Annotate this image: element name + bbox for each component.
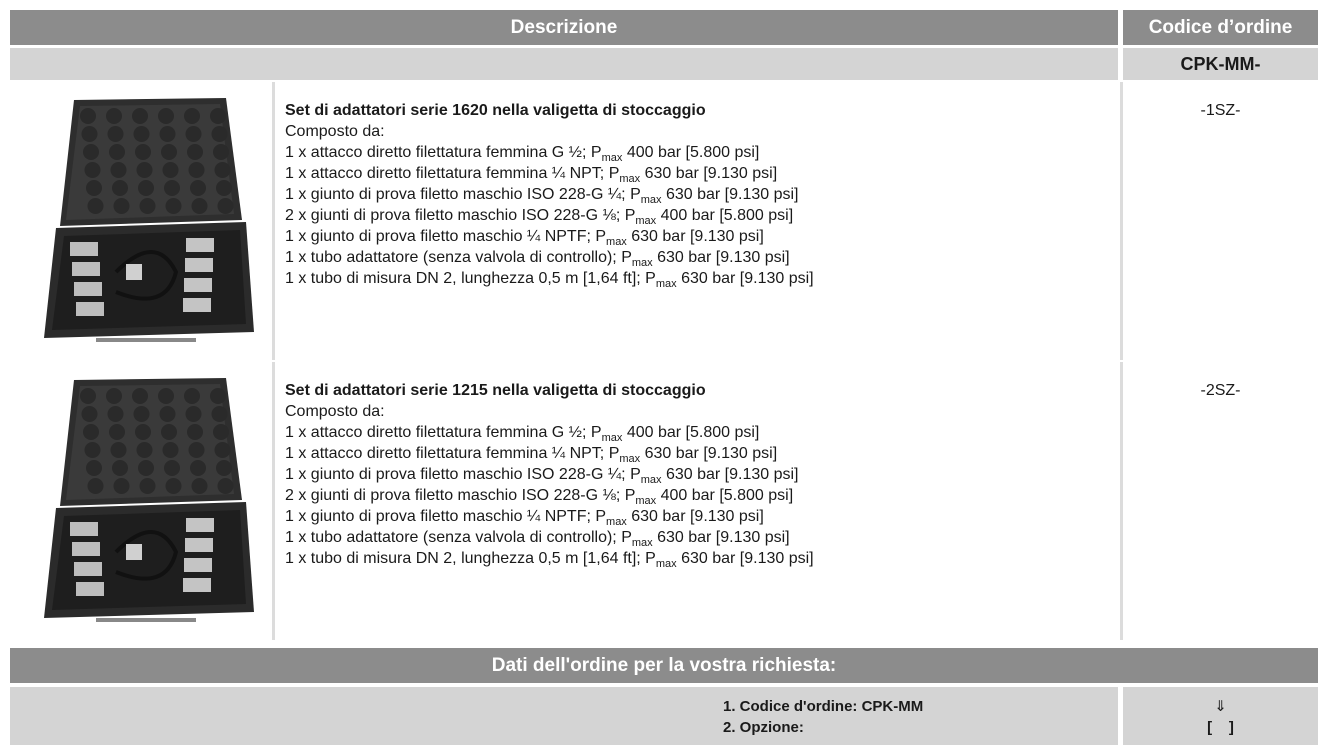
- item: 2 x giunti di prova filetto maschio ISO …: [285, 205, 1115, 226]
- item: 1 x giunto di prova filetto maschio ¼ NP…: [285, 226, 1115, 247]
- header-description: Descrizione: [10, 10, 1118, 45]
- item-rest: 400 bar [5.800 psi]: [656, 207, 793, 224]
- separator: [272, 82, 275, 360]
- item: 1 x giunto di prova filetto maschio ISO …: [285, 464, 1115, 485]
- order-info-left: 1. Codice d'ordine: CPK-MM 2. Opzione:: [10, 687, 1118, 745]
- code-prefix: CPK-MM-: [1123, 48, 1318, 80]
- item-text: 1 x attacco diretto filettatura femmina …: [285, 165, 619, 182]
- image-cell: [36, 372, 256, 627]
- item-text: 1 x tubo di misura DN 2, lunghezza 0,5 m…: [285, 270, 656, 287]
- item: 1 x attacco diretto filettatura femmina …: [285, 443, 1115, 464]
- item-rest: 630 bar [9.130 psi]: [677, 270, 814, 287]
- order-step: 2. Opzione:: [723, 718, 804, 738]
- item-text: 2 x giunti di prova filetto maschio ISO …: [285, 207, 635, 224]
- item-text: 1 x giunto di prova filetto maschio ISO …: [285, 466, 641, 483]
- item-text: 1 x giunto di prova filetto maschio ¼ NP…: [285, 228, 606, 245]
- order-info-right: ⇓ [ ]: [1123, 687, 1318, 745]
- item-rest: 630 bar [9.130 psi]: [627, 228, 764, 245]
- item-text: 1 x attacco diretto filettatura femmina …: [285, 424, 602, 441]
- case-image: [36, 92, 256, 342]
- item-text: 1 x tubo adattatore (senza valvola di co…: [285, 529, 632, 546]
- item-text: 1 x giunto di prova filetto maschio ISO …: [285, 186, 641, 203]
- order-info-title: Dati dell'ordine per la vostra richiesta…: [10, 648, 1318, 683]
- item-rest: 630 bar [9.130 psi]: [640, 165, 777, 182]
- subheader-blank: [10, 48, 1118, 80]
- item: 1 x tubo di misura DN 2, lunghezza 0,5 m…: [285, 268, 1115, 289]
- product-row: Set di adattatori serie 1215 nella valig…: [10, 362, 1318, 640]
- option-box: [ ]: [1123, 718, 1318, 738]
- page: {"header": {"description": "Descrizione"…: [0, 0, 1320, 745]
- item-sub: max: [656, 278, 677, 290]
- order-code: -1SZ-: [1123, 100, 1318, 121]
- item-sub: max: [656, 558, 677, 570]
- intro: Composto da:: [285, 121, 1115, 142]
- item-text: 1 x giunto di prova filetto maschio ¼ NP…: [285, 508, 606, 525]
- item: 1 x tubo adattatore (senza valvola di co…: [285, 247, 1115, 268]
- product-row: Set di adattatori serie 1620 nella valig…: [10, 82, 1318, 360]
- item-rest: 400 bar [5.800 psi]: [622, 144, 759, 161]
- product-title: Set di adattatori serie 1620 nella valig…: [285, 100, 1115, 121]
- item-rest: 630 bar [9.130 psi]: [662, 466, 799, 483]
- item-text: 1 x attacco diretto filettatura femmina …: [285, 144, 602, 161]
- item-rest: 630 bar [9.130 psi]: [627, 508, 764, 525]
- item-rest: 630 bar [9.130 psi]: [653, 249, 790, 266]
- image-cell: [36, 92, 256, 347]
- item-text: 2 x giunti di prova filetto maschio ISO …: [285, 487, 635, 504]
- separator: [1120, 82, 1123, 360]
- arrow: ⇓: [1123, 697, 1318, 717]
- product-title: Set di adattatori serie 1215 nella valig…: [285, 380, 1115, 401]
- item: 1 x attacco diretto filettatura femmina …: [285, 422, 1115, 443]
- item-rest: 400 bar [5.800 psi]: [656, 487, 793, 504]
- item-rest: 630 bar [9.130 psi]: [677, 550, 814, 567]
- order-code: -2SZ-: [1123, 380, 1318, 401]
- description: Set di adattatori serie 1620 nella valig…: [285, 100, 1115, 289]
- separator: [1120, 362, 1123, 640]
- item: 1 x giunto di prova filetto maschio ¼ NP…: [285, 506, 1115, 527]
- item-rest: 630 bar [9.130 psi]: [640, 445, 777, 462]
- item-text: 1 x attacco diretto filettatura femmina …: [285, 445, 619, 462]
- description: Set di adattatori serie 1215 nella valig…: [285, 380, 1115, 569]
- intro: Composto da:: [285, 401, 1115, 422]
- item: 1 x tubo di misura DN 2, lunghezza 0,5 m…: [285, 548, 1115, 569]
- separator: [272, 362, 275, 640]
- item-text: 1 x tubo adattatore (senza valvola di co…: [285, 249, 632, 266]
- item: 1 x tubo adattatore (senza valvola di co…: [285, 527, 1115, 548]
- item-rest: 400 bar [5.800 psi]: [622, 424, 759, 441]
- item-rest: 630 bar [9.130 psi]: [653, 529, 790, 546]
- case-image: [36, 372, 256, 622]
- item-text: 1 x tubo di misura DN 2, lunghezza 0,5 m…: [285, 550, 656, 567]
- item: 2 x giunti di prova filetto maschio ISO …: [285, 485, 1115, 506]
- item: 1 x attacco diretto filettatura femmina …: [285, 163, 1115, 184]
- order-step: 1. Codice d'ordine: CPK-MM: [723, 697, 923, 717]
- header-order-code: Codice d’ordine: [1123, 10, 1318, 45]
- item: 1 x attacco diretto filettatura femmina …: [285, 142, 1115, 163]
- item-rest: 630 bar [9.130 psi]: [662, 186, 799, 203]
- item: 1 x giunto di prova filetto maschio ISO …: [285, 184, 1115, 205]
